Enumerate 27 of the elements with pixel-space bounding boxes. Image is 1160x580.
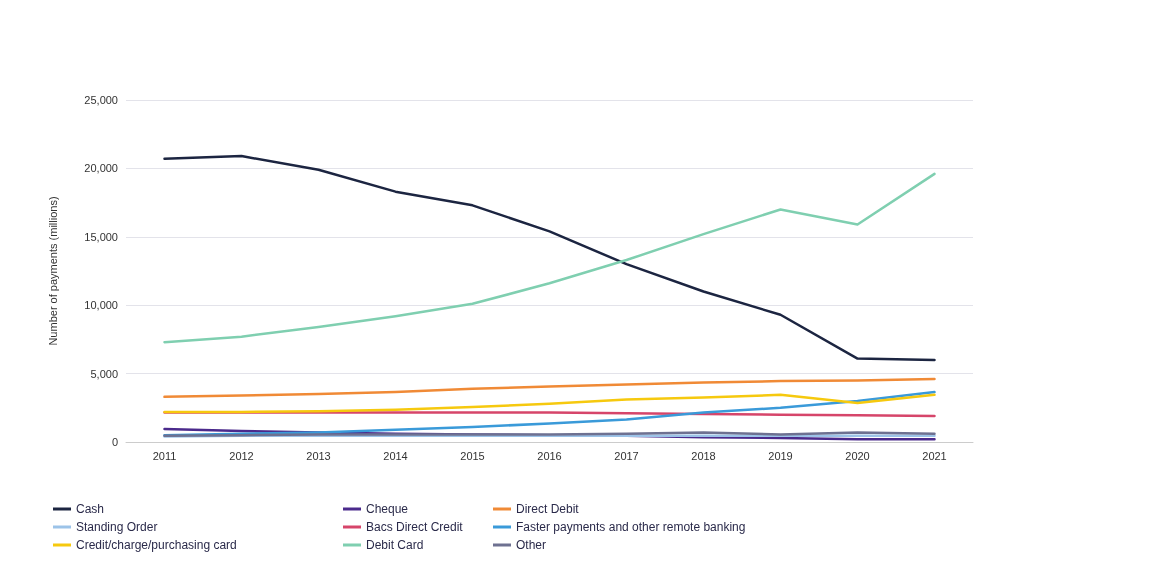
y-axis-title: Number of payments (millions) — [46, 196, 59, 346]
x-tick-label: 2012 — [229, 449, 254, 462]
y-tick-label: 0 — [111, 436, 118, 448]
x-tick-label: 2011 — [152, 449, 177, 462]
legend-label: Standing Order — [76, 520, 158, 534]
legend-label: Cash — [76, 502, 105, 516]
y-tick-label: 5,000 — [90, 367, 118, 380]
y-tick-label: 25,000 — [84, 94, 118, 106]
x-tick-label: 2020 — [845, 449, 870, 462]
x-tick-label: 2014 — [383, 449, 408, 462]
x-tick-label: 2019 — [768, 449, 793, 462]
x-tick-label: 2016 — [537, 449, 562, 462]
x-tick-label: 2013 — [306, 449, 331, 462]
legend-label: Credit/charge/purchasing card — [76, 538, 237, 552]
legend-label: Bacs Direct Credit — [366, 520, 464, 534]
legend-label: Cheque — [366, 502, 409, 516]
x-tick-label: 2021 — [922, 449, 947, 462]
legend-label: Debit Card — [366, 538, 424, 552]
legend-label: Faster payments and other remote banking — [516, 520, 746, 534]
y-tick-label: 20,000 — [84, 162, 118, 175]
x-tick-label: 2018 — [691, 449, 716, 462]
legend-label: Other — [516, 538, 547, 552]
y-tick-label: 10,000 — [84, 299, 118, 312]
y-tick-label: 15,000 — [84, 230, 118, 243]
legend-label: Direct Debit — [516, 502, 580, 516]
x-tick-label: 2015 — [460, 449, 485, 462]
x-tick-label: 2017 — [614, 449, 639, 462]
